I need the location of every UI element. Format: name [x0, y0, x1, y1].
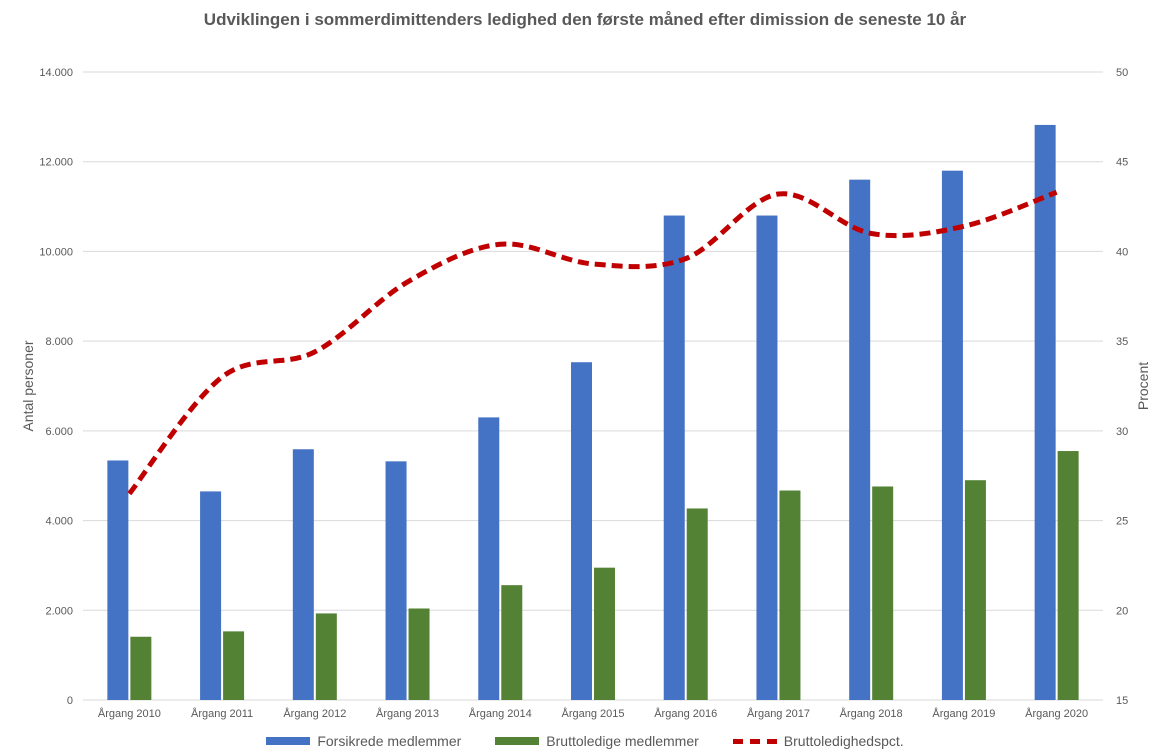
y-left-tick-label: 2.000 — [45, 605, 73, 617]
y-left-tick-label: 6.000 — [45, 426, 73, 438]
y-right-tick-label: 15 — [1116, 695, 1128, 707]
legend-label-bruttoledige: Bruttoledige medlemmer — [546, 733, 699, 749]
legend-swatch-forsikrede — [266, 737, 311, 745]
bar-forsikrede — [849, 179, 871, 700]
x-tick-label: Årgang 2018 — [840, 707, 903, 720]
bar-bruttoledige — [872, 486, 894, 700]
y-left-tick-label: 4.000 — [45, 516, 73, 528]
y-left-tick-label: 10.000 — [39, 246, 73, 258]
y-right-tick-label: 30 — [1116, 426, 1128, 438]
y-left-tick-label: 12.000 — [39, 157, 73, 169]
bar-forsikrede — [478, 417, 500, 700]
bar-bruttoledige — [779, 490, 801, 700]
bar-bruttoledige — [315, 613, 337, 700]
x-tick-label: Årgang 2011 — [191, 707, 253, 720]
legend-swatch-bruttoledighedspct — [732, 738, 777, 744]
y-right-tick-label: 40 — [1116, 246, 1128, 258]
bar-forsikrede — [107, 460, 129, 700]
chart-title: Udviklingen i sommerdimittenders ledighe… — [203, 10, 967, 29]
legend-label-bruttoledighedspct: Bruttoledighedspct. — [783, 733, 904, 749]
legend-item-bruttoledige: Bruttoledige medlemmer — [495, 733, 699, 749]
bar-bruttoledige — [223, 631, 245, 700]
bar-bruttoledige — [594, 567, 615, 700]
legend-swatch-bruttoledige — [495, 737, 540, 745]
bar-bruttoledige — [501, 585, 523, 700]
bar-forsikrede — [200, 491, 222, 700]
legend-label-forsikrede: Forsikrede medlemmer — [317, 733, 462, 749]
legend-item-bruttoledighedspct: Bruttoledighedspct. — [732, 733, 904, 749]
bar-forsikrede — [663, 215, 685, 701]
bar-bruttoledige — [1057, 451, 1079, 700]
y-right-tick-label: 50 — [1116, 67, 1128, 79]
y-left-axis-title: Antal personer — [20, 340, 36, 431]
bar-bruttoledige — [686, 508, 708, 700]
bar-bruttoledige — [964, 480, 986, 700]
y-left-tick-label: 0 — [67, 695, 73, 707]
bar-forsikrede — [571, 362, 592, 700]
legend-item-forsikrede: Forsikrede medlemmer — [266, 733, 461, 749]
x-tick-label: Årgang 2014 — [469, 707, 532, 720]
y-left-tick-label: 14.000 — [39, 67, 73, 79]
y-right-tick-label: 25 — [1116, 516, 1128, 528]
line-bruttoledighedspct — [127, 189, 1058, 496]
x-tick-label: Årgang 2017 — [747, 707, 810, 720]
bar-forsikrede — [756, 215, 778, 701]
bar-bruttoledige — [408, 608, 430, 700]
x-tick-label: Årgang 2020 — [1025, 707, 1088, 720]
x-tick-label: Årgang 2019 — [932, 707, 995, 720]
bar-bruttoledige — [130, 636, 152, 700]
bar-forsikrede — [941, 170, 963, 700]
bar-forsikrede — [385, 461, 407, 700]
x-tick-label: Årgang 2016 — [654, 707, 717, 720]
x-tick-label: Årgang 2012 — [283, 707, 346, 720]
y-right-tick-label: 45 — [1116, 157, 1128, 169]
bar-forsikrede — [292, 449, 314, 700]
y-left-tick-label: 8.000 — [45, 336, 73, 348]
x-tick-label: Årgang 2015 — [562, 707, 625, 720]
x-tick-label: Årgang 2013 — [376, 707, 439, 720]
bar-forsikrede — [1034, 124, 1056, 701]
y-right-axis-title: Procent — [1135, 362, 1151, 410]
legend: Forsikrede medlemmer Bruttoledige medlem… — [0, 730, 1170, 752]
y-right-tick-label: 35 — [1116, 336, 1128, 348]
y-right-tick-label: 20 — [1116, 605, 1128, 617]
x-tick-label: Årgang 2010 — [98, 707, 161, 720]
